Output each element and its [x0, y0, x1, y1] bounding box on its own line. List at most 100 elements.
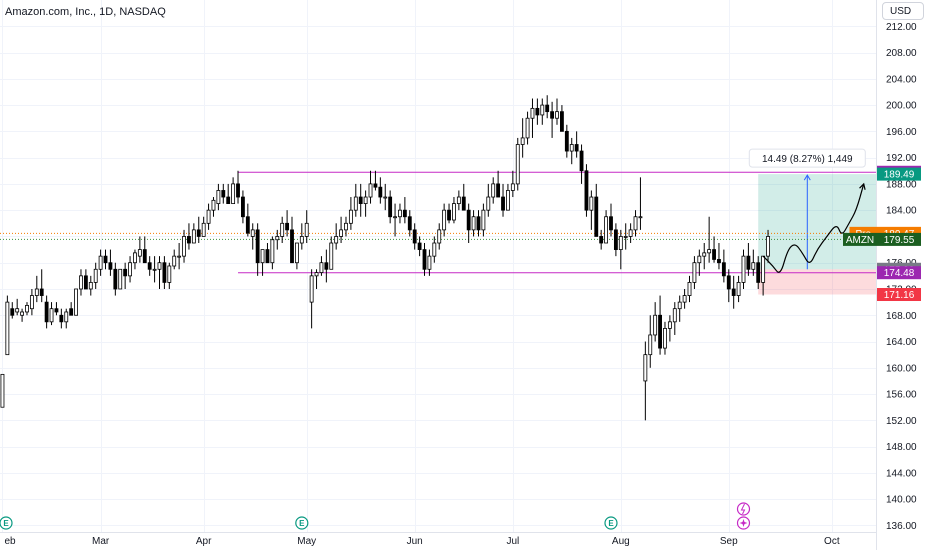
- candle-body: [83, 275, 88, 290]
- candle: [550, 101, 555, 138]
- candle: [54, 302, 59, 316]
- candle: [133, 249, 137, 270]
- candle: [628, 223, 633, 244]
- candle: [260, 249, 265, 276]
- candle-body: [648, 334, 653, 356]
- candle: [697, 249, 702, 276]
- candle: [476, 210, 481, 237]
- candle: [324, 249, 329, 283]
- currency-selector[interactable]: USD: [882, 2, 924, 20]
- candle: [236, 170, 240, 204]
- candle: [402, 197, 407, 224]
- candle-body: [550, 111, 555, 119]
- measure-label: 14.49 (8.27%) 1,449: [762, 154, 853, 165]
- candle: [157, 256, 162, 289]
- candle-body: [128, 262, 132, 277]
- earnings-icon[interactable]: E: [295, 516, 309, 530]
- candle: [717, 243, 721, 270]
- candle-body: [231, 183, 236, 205]
- candle-body: [152, 268, 157, 271]
- price-badge-label: 174.48: [884, 268, 915, 279]
- candle-body: [79, 275, 83, 290]
- price-tick-label: 192.00: [886, 153, 917, 164]
- candle-body: [545, 104, 550, 113]
- candle-body: [746, 255, 751, 270]
- candle-body: [29, 295, 34, 310]
- grid-lines: [0, 0, 876, 532]
- candle: [113, 262, 118, 296]
- measure-label-box: [748, 148, 866, 168]
- candle-body: [309, 275, 314, 303]
- candle-body: [530, 107, 535, 119]
- candle-body: [363, 196, 368, 205]
- candle: [280, 216, 285, 244]
- month-tick-label: Jun: [407, 536, 423, 547]
- candle: [353, 183, 358, 217]
- long-position-tool[interactable]: 14.49 (8.27%) 1,449: [748, 148, 876, 295]
- candle-body: [721, 262, 726, 277]
- lightning-event-icon[interactable]: [736, 502, 751, 516]
- price-tick-label: 148.00: [886, 442, 917, 453]
- candle-body: [118, 268, 123, 290]
- candle-body: [432, 242, 437, 257]
- price-badge-tag-bg: [843, 232, 877, 246]
- candle-body: [290, 229, 294, 264]
- candle: [245, 203, 250, 237]
- candle-body: [486, 196, 491, 211]
- candle: [510, 170, 515, 198]
- earnings-icon[interactable]: E: [604, 516, 618, 530]
- candle: [191, 223, 196, 244]
- candle: [59, 308, 64, 329]
- earnings-icon-letter: E: [3, 519, 9, 528]
- loss-zone: [758, 269, 876, 295]
- candle-body: [98, 255, 103, 270]
- candle: [142, 236, 147, 264]
- candle-body: [623, 236, 628, 238]
- candle-body: [682, 295, 687, 303]
- earnings-icon-letter: E: [608, 519, 614, 528]
- candle: [545, 95, 550, 119]
- candle-body: [515, 144, 520, 185]
- projection-path[interactable]: [762, 182, 866, 273]
- earnings-icon[interactable]: E: [0, 516, 13, 530]
- candle-body: [167, 265, 172, 283]
- candle: [609, 203, 613, 237]
- candle: [672, 302, 677, 335]
- candle: [712, 236, 716, 263]
- candle: [226, 183, 231, 205]
- candle-body: [726, 275, 731, 290]
- candle-body: [564, 130, 569, 152]
- candle: [564, 124, 569, 158]
- candle: [726, 269, 731, 303]
- candle-body: [383, 196, 388, 199]
- candle: [329, 236, 334, 270]
- candle-body: [378, 186, 383, 198]
- candle-body: [447, 209, 451, 221]
- candle-body: [123, 268, 128, 277]
- candle: [172, 249, 177, 270]
- candle-body: [182, 236, 186, 257]
- month-tick-label: Mar: [92, 536, 110, 547]
- candle: [663, 321, 667, 355]
- earnings-icon-circle: [295, 516, 309, 530]
- candle: [167, 262, 172, 289]
- candle-body: [731, 288, 736, 296]
- candle: [69, 302, 74, 316]
- candle: [613, 223, 618, 257]
- candle-body: [766, 236, 770, 257]
- candle: [432, 236, 437, 263]
- candle-body: [147, 262, 152, 270]
- candle-body: [667, 321, 672, 329]
- candle-body: [5, 301, 10, 356]
- candle-body: [103, 255, 108, 264]
- candle-body: [427, 255, 432, 270]
- candle-body: [535, 107, 540, 116]
- dividend-event-icon[interactable]: [736, 516, 751, 530]
- time-axis[interactable]: eb Mar Apr May Jun Jul Aug Sep Oct: [4, 536, 839, 547]
- month-tick-label: Sep: [720, 536, 738, 547]
- candle-body: [618, 236, 623, 250]
- candle-body: [461, 196, 466, 211]
- candle-body: [133, 252, 137, 264]
